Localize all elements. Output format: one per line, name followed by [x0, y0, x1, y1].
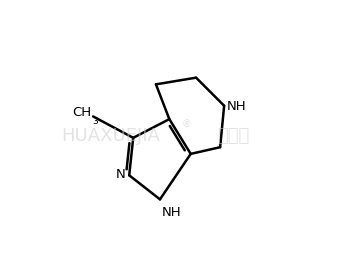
Text: 3: 3: [92, 117, 98, 126]
Text: NH: NH: [227, 100, 246, 113]
Text: CH: CH: [73, 106, 92, 120]
Text: 化学加: 化学加: [217, 127, 250, 146]
Text: NH: NH: [162, 206, 182, 219]
Text: ®: ®: [182, 120, 192, 129]
Text: HUAXUEJIA: HUAXUEJIA: [61, 127, 160, 146]
Text: N: N: [116, 168, 125, 181]
